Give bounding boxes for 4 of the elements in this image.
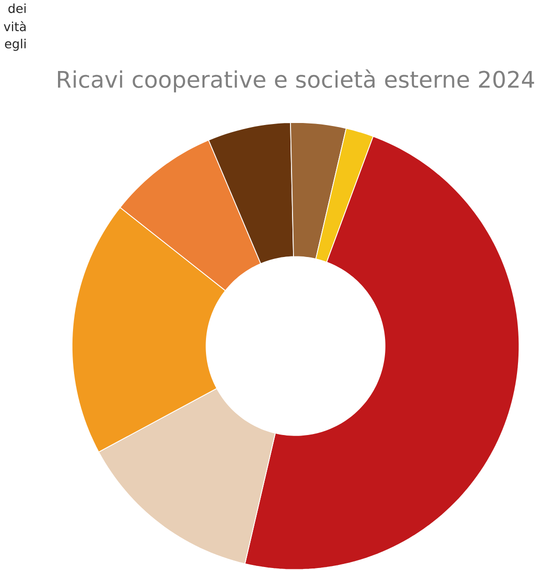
- text: egli: [5, 38, 26, 51]
- chart-title: Ricavi cooperative e società esterne 2024: [58, 69, 534, 92]
- text: vità: [4, 21, 26, 32]
- text: dei: [8, 3, 26, 14]
